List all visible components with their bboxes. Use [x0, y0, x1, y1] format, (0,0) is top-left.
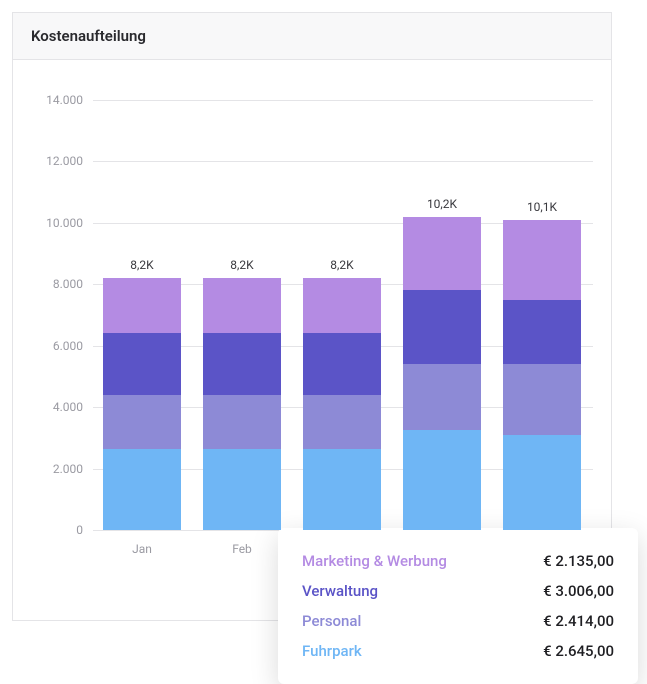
bar-group[interactable]: 8,2K — [303, 278, 381, 530]
bar-total-label: 8,2K — [130, 258, 153, 272]
bar-total-label: 8,2K — [330, 258, 353, 272]
legend-value: € 3.006,00 — [543, 582, 614, 600]
gridline — [93, 161, 593, 162]
legend-label: Personal — [302, 612, 361, 630]
bar-total-label: 8,2K — [230, 258, 253, 272]
bar-segment-personal[interactable] — [403, 364, 481, 430]
x-axis-label: Jan — [132, 542, 152, 556]
y-axis-label: 12.000 — [23, 154, 83, 168]
bar-segment-fuhrpark[interactable] — [403, 430, 481, 530]
card-title: Kostenaufteilung — [13, 13, 611, 60]
x-axis-label: Feb — [232, 542, 252, 556]
legend-value: € 2.135,00 — [543, 552, 614, 570]
bar-segment-fuhrpark[interactable] — [103, 449, 181, 530]
y-axis-label: 10.000 — [23, 216, 83, 230]
legend-row: Personal € 2.414,00 — [302, 606, 614, 636]
bar-segment-marketing[interactable] — [103, 278, 181, 333]
bar-segment-marketing[interactable] — [503, 220, 581, 300]
cost-breakdown-card: Kostenaufteilung Marketing & Werbung € 2.… — [12, 12, 612, 621]
legend-label: Marketing & Werbung — [302, 552, 447, 570]
bar-segment-verwaltung[interactable] — [203, 333, 281, 394]
bar-segment-verwaltung[interactable] — [103, 333, 181, 394]
bar-segment-marketing[interactable] — [203, 278, 281, 333]
bar-segment-personal[interactable] — [303, 395, 381, 449]
y-axis-label: 2.000 — [23, 462, 83, 476]
y-axis-label: 4.000 — [23, 400, 83, 414]
y-axis-label: 6.000 — [23, 339, 83, 353]
gridline — [93, 100, 593, 101]
bar-segment-fuhrpark[interactable] — [203, 449, 281, 530]
y-axis-label: 8.000 — [23, 277, 83, 291]
bar-group[interactable]: 10,2K — [403, 217, 481, 530]
y-axis-label: 14.000 — [23, 93, 83, 107]
y-axis-label: 0 — [23, 523, 83, 537]
bar-group[interactable]: 8,2K — [203, 278, 281, 530]
bar-segment-verwaltung[interactable] — [303, 333, 381, 394]
bar-segment-verwaltung[interactable] — [403, 290, 481, 364]
bar-segment-personal[interactable] — [103, 395, 181, 449]
bar-segment-personal[interactable] — [503, 364, 581, 435]
legend-label: Fuhrpark — [302, 642, 362, 660]
legend-row: Verwaltung € 3.006,00 — [302, 576, 614, 606]
legend-value: € 2.414,00 — [543, 612, 614, 630]
legend-value: € 2.645,00 — [543, 642, 614, 660]
legend-row: Fuhrpark € 2.645,00 — [302, 636, 614, 666]
bar-total-label: 10,1K — [527, 200, 557, 214]
legend-row: Marketing & Werbung € 2.135,00 — [302, 546, 614, 576]
legend-tooltip: Marketing & Werbung € 2.135,00 Verwaltung €… — [278, 528, 638, 684]
legend-label: Verwaltung — [302, 582, 378, 600]
chart-area: Marketing & Werbung € 2.135,00 Verwaltung €… — [13, 60, 613, 620]
bar-segment-fuhrpark[interactable] — [503, 435, 581, 530]
bar-segment-personal[interactable] — [203, 395, 281, 449]
bar-segment-verwaltung[interactable] — [503, 300, 581, 365]
bar-segment-marketing[interactable] — [403, 217, 481, 291]
bar-total-label: 10,2K — [427, 197, 457, 211]
bar-segment-marketing[interactable] — [303, 278, 381, 333]
bar-group[interactable]: 8,2K — [103, 278, 181, 530]
bar-segment-fuhrpark[interactable] — [303, 449, 381, 530]
bar-group[interactable]: 10,1K — [503, 220, 581, 530]
